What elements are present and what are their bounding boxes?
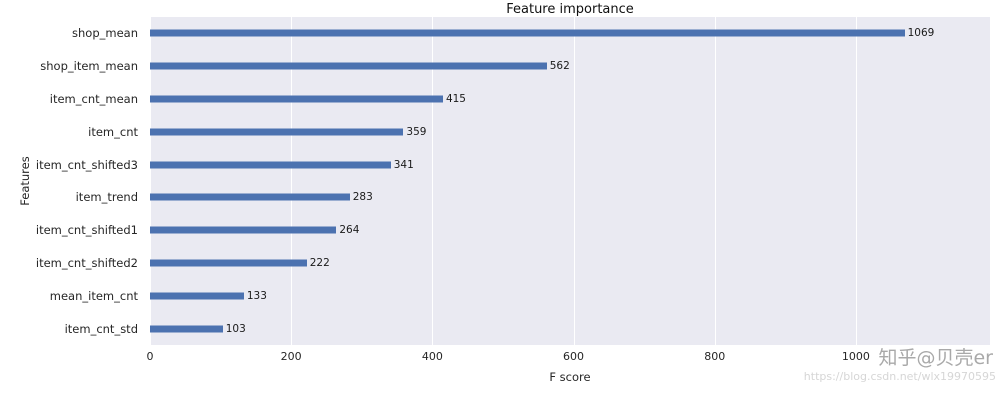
bar-row: 341 [150, 148, 990, 181]
bar-row: 103 [150, 312, 990, 345]
watermark-url: https://blog.csdn.net/wlx19970595 [803, 370, 996, 383]
chart-title: Feature importance [506, 2, 634, 17]
bar-value-label: 1069 [907, 27, 935, 40]
y-tick-label: mean_item_cnt [49, 288, 138, 303]
x-tick-label: 600 [563, 350, 585, 363]
bar-value-label: 222 [309, 256, 330, 269]
bar-row: 415 [150, 83, 990, 116]
bar [150, 193, 350, 201]
bar [150, 62, 547, 70]
bar [150, 95, 443, 103]
bar [150, 259, 307, 267]
watermark-text: 知乎@贝壳er [878, 347, 993, 369]
y-tick-label: item_cnt [88, 124, 138, 139]
bar-value-label: 103 [225, 322, 246, 335]
x-tick-label: 800 [704, 350, 726, 363]
gridline [573, 17, 575, 345]
bar [150, 226, 337, 234]
bar-value-label: 283 [352, 191, 373, 204]
bar-row: 283 [150, 181, 990, 214]
bar-value-label: 264 [339, 224, 360, 237]
x-tick-label: 1000 [841, 350, 870, 363]
y-tick-label: item_trend [75, 190, 138, 205]
x-tick-label: 400 [421, 350, 443, 363]
x-axis-label: F score [549, 370, 591, 384]
y-tick-label: item_cnt_shifted2 [35, 256, 138, 270]
bar-row: 562 [150, 50, 990, 83]
gridline [855, 17, 857, 345]
bar-row: 133 [150, 279, 990, 312]
y-tick-label: item_cnt_shifted3 [35, 157, 138, 172]
x-tick-label: 200 [280, 350, 302, 363]
bar-value-label: 133 [246, 289, 267, 302]
x-tick-labels: 0 200 400 600 800 1000 [146, 350, 990, 365]
gridline [291, 17, 293, 345]
gridline [432, 17, 434, 345]
bar-value-label: 341 [393, 158, 414, 171]
gridline [150, 17, 151, 345]
bar [150, 161, 391, 169]
y-tick-label: shop_mean [72, 26, 138, 41]
bar-row: 359 [150, 115, 990, 148]
bar-value-label: 359 [406, 125, 427, 138]
bar-value-label: 415 [445, 92, 466, 105]
bar [150, 128, 404, 136]
bar-row: 1069 [150, 17, 990, 50]
y-tick-label: item_cnt_mean [49, 92, 138, 106]
bar [150, 325, 223, 333]
x-tick-label: 0 [146, 350, 154, 363]
bar-row: 264 [150, 214, 990, 247]
y-tick-label: shop_item_mean [40, 59, 138, 74]
y-tick-label: item_cnt_shifted1 [35, 223, 138, 238]
bar-row: 222 [150, 247, 990, 280]
bar [150, 29, 905, 37]
y-tick-label: item_cnt_std [64, 321, 138, 336]
bar [150, 292, 244, 300]
bar-value-label: 562 [549, 60, 570, 73]
gridline [714, 17, 716, 345]
plot-area: 1069 562 415 359 341 283 264 222 133 103 [150, 17, 990, 345]
